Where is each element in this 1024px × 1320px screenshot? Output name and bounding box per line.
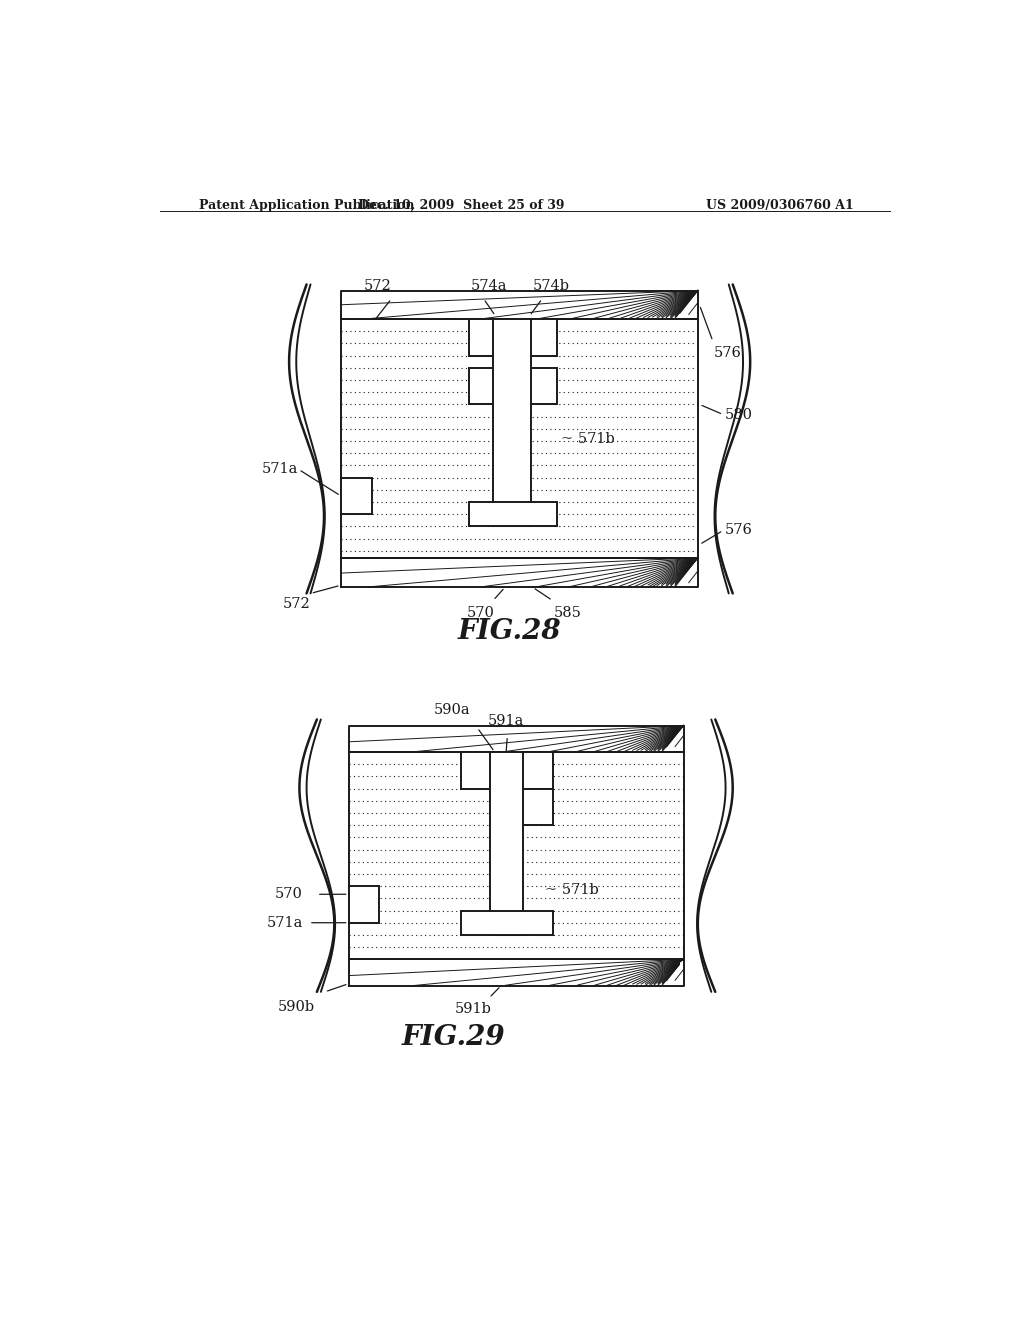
- Text: Patent Application Publication: Patent Application Publication: [200, 199, 415, 213]
- Bar: [348, 726, 684, 752]
- Bar: [469, 319, 557, 355]
- Bar: [461, 911, 553, 935]
- Text: 591a: 591a: [487, 714, 524, 727]
- Bar: [341, 290, 697, 319]
- Text: 576: 576: [725, 524, 753, 537]
- Text: 590b: 590b: [278, 1001, 314, 1014]
- Bar: [523, 788, 553, 825]
- Text: FIG.28: FIG.28: [458, 618, 561, 644]
- Text: 572: 572: [365, 279, 392, 293]
- Text: 574b: 574b: [532, 279, 569, 293]
- Bar: [469, 368, 557, 404]
- Text: ~ 571b: ~ 571b: [545, 883, 598, 898]
- Text: 572: 572: [283, 598, 310, 611]
- Text: ~ 571b: ~ 571b: [560, 432, 614, 446]
- Text: 574a: 574a: [471, 279, 507, 293]
- Text: 591b: 591b: [455, 1002, 492, 1016]
- Bar: [341, 558, 697, 587]
- Bar: [469, 502, 557, 527]
- Text: 585: 585: [554, 606, 582, 619]
- Text: 576: 576: [714, 346, 741, 360]
- Text: 571a: 571a: [267, 916, 303, 929]
- Text: Dec. 10, 2009  Sheet 25 of 39: Dec. 10, 2009 Sheet 25 of 39: [358, 199, 564, 213]
- Text: 580: 580: [725, 408, 753, 421]
- Bar: [461, 752, 553, 788]
- Text: 570: 570: [467, 606, 495, 619]
- Bar: [348, 960, 684, 986]
- Bar: [489, 752, 523, 935]
- Bar: [348, 886, 379, 923]
- Text: 571a: 571a: [261, 462, 298, 477]
- Text: FIG.29: FIG.29: [401, 1024, 506, 1051]
- Text: US 2009/0306760 A1: US 2009/0306760 A1: [707, 199, 854, 213]
- Bar: [494, 319, 531, 527]
- Text: 570: 570: [274, 887, 303, 902]
- Text: 590a: 590a: [433, 704, 470, 718]
- Bar: [341, 478, 373, 515]
